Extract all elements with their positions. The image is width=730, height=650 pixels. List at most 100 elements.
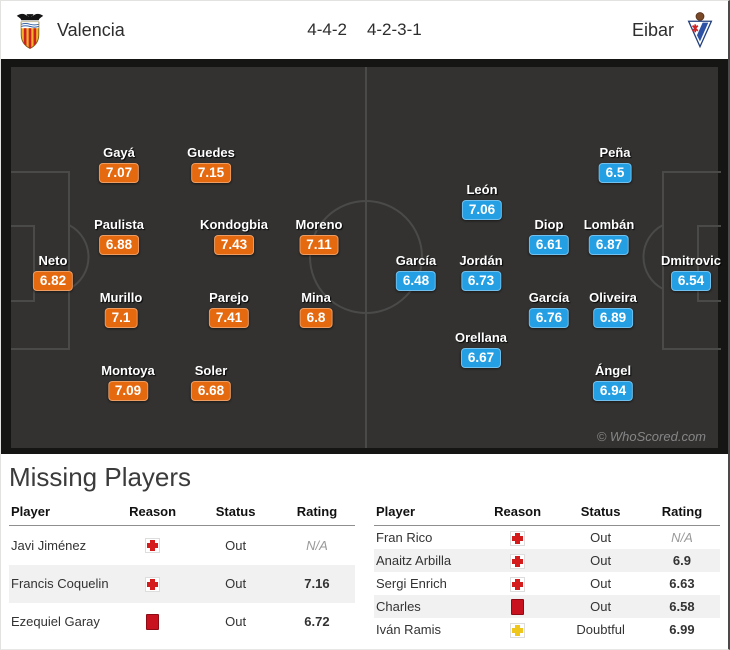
missing-players-section: Missing Players Player Reason Status Rat… [1,454,728,641]
away-team[interactable]: Eibar [632,11,714,49]
player[interactable]: Parejo 7.41 [208,291,250,328]
column-header-reason: Reason [112,501,193,526]
away-missing-table: Player Reason Status Rating Fran Rico Out… [374,501,720,641]
player-name: Lombán [583,217,635,232]
pitch: Neto 6.82 Gayá 7.07 Paulista 6.88 Murillo 7.1 Mo… [1,59,728,454]
doubtful-icon [510,622,526,638]
pitch-markings [11,67,721,448]
player-name: Diop [534,217,564,232]
player-rating-badge: 7.07 [98,163,140,183]
formations: 4-4-2 4-2-3-1 [307,20,422,40]
table-row: Javi Jiménez Out N/A [9,526,355,565]
rating-cell: N/A [671,530,693,545]
player[interactable]: Gayá 7.07 [98,145,140,183]
player-name: León [466,182,498,197]
player[interactable]: Peña 6.5 [598,146,632,183]
home-formation: 4-4-2 [307,20,347,39]
missing-player-name: Francis Coquelin [11,576,109,592]
column-header-player: Player [374,501,478,526]
status-cell: Doubtful [576,622,625,637]
away-missing-header-row: Player Reason Status Rating [374,501,720,526]
reason-cell [478,526,558,550]
reason-cell [478,595,558,618]
player-name: Guedes [187,145,235,160]
column-header-rating: Rating [643,501,720,526]
rating-cell: 6.99 [669,622,695,637]
player-rating-badge: 6.89 [592,308,634,328]
player[interactable]: Soler 6.68 [190,363,232,401]
player[interactable]: Orellana 6.67 [455,331,507,368]
player[interactable]: Murillo 7.1 [99,290,143,328]
player-rating-badge: 7.06 [461,200,503,220]
status-cell: Out [590,599,612,614]
missing-player-name: Ezequiel Garay [11,614,100,630]
column-header-reason: Reason [477,501,558,526]
player[interactable]: Neto 6.82 [32,254,74,291]
player-name: Ángel [594,363,632,378]
reason-cell [113,603,193,641]
missing-player-name: Javi Jiménez [11,537,87,553]
player-name: García [395,253,437,268]
home-missing-table: Player Reason Status Rating Javi Jiménez… [9,501,355,641]
missing-player-name: Iván Ramis [376,622,442,637]
player-rating-badge: 6.76 [528,308,570,328]
player[interactable]: Diop 6.61 [528,217,570,255]
red-card-icon [146,614,160,631]
player-name: Gayá [103,145,135,160]
player-name: García [528,290,570,305]
table-row: Anaitz Arbilla Out 6.9 [374,549,720,572]
player[interactable]: Guedes 7.15 [187,146,235,183]
player[interactable]: Jordán 6.73 [459,253,503,291]
red-card-icon [511,598,525,615]
rating-cell: 7.16 [304,576,330,592]
missing-player-name: Charles [376,599,421,614]
player-rating-badge: 7.09 [107,381,149,401]
player-name: Soler [194,363,228,378]
away-team-name: Eibar [631,19,674,40]
table-row: Charles Out 6.58 [374,595,720,618]
player-rating-badge: 7.43 [213,235,255,255]
rating-cell: 6.63 [669,576,695,591]
home-team-name: Valencia [57,19,125,40]
column-header-status: Status [557,501,644,526]
player[interactable]: Moreno 7.11 [296,218,342,255]
player[interactable]: León 7.06 [461,182,503,220]
player[interactable]: Lombán 6.87 [583,217,635,255]
rating-cell: 6.9 [672,553,691,568]
player[interactable]: Oliveira 6.89 [589,291,637,328]
header: Valencia 4-4-2 4-2-3-1 Eibar [1,1,728,59]
player[interactable]: Kondogbia 7.43 [200,218,268,255]
status-cell: Out [590,576,612,591]
reason-cell [478,549,558,572]
player-name: Paulista [94,217,144,232]
table-row: Ezequiel Garay Out 6.72 [9,603,355,641]
player[interactable]: García 6.48 [396,254,436,291]
home-team[interactable]: Valencia [15,10,125,50]
rating-cell: N/A [306,537,328,553]
rating-cell: 6.72 [304,614,330,630]
status-cell: Out [225,537,247,553]
injury-icon [510,530,526,546]
table-row: Iván Ramis Doubtful 6.99 [374,618,720,641]
injury-icon [510,576,526,592]
status-cell: Out [590,553,612,568]
player-name: Jordán [459,253,503,268]
player[interactable]: Dmitrovic 6.54 [661,254,721,291]
player[interactable]: Paulista 6.88 [94,218,144,255]
player[interactable]: Mina 6.8 [299,290,333,328]
player-rating-badge: 7.11 [299,235,339,255]
player-rating-badge: 7.41 [208,308,250,328]
player-name: Murillo [99,290,143,305]
player[interactable]: Ángel 6.94 [592,363,634,401]
reason-cell [478,572,558,595]
player-rating-badge: 6.5 [598,163,632,183]
reason-cell [113,526,193,565]
player[interactable]: García 6.76 [529,291,569,328]
player-name: Mina [301,290,331,305]
away-missing-body: Fran Rico Out N/A Anaitz Arbilla Out 6.9 Sergi… [374,526,720,642]
table-row: Fran Rico Out N/A [374,526,720,550]
player[interactable]: Montoya 7.09 [101,364,155,401]
rating-cell: 6.58 [669,599,695,614]
player-rating-badge: 6.94 [592,381,634,401]
player-rating-badge: 6.88 [98,235,140,255]
